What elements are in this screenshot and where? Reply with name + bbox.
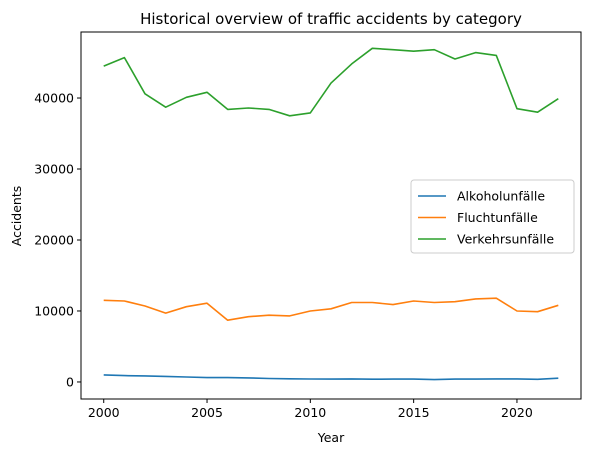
x-tick-label: 2000 [88,405,120,420]
y-tick-label: 0 [66,374,74,389]
chart-title: Historical overview of traffic accidents… [140,10,522,28]
x-tick-label: 2020 [501,405,533,420]
legend: Alkoholunfälle Fluchtunfälle Verkehrsunfäl… [410,179,575,254]
y-tick-label: 30000 [34,162,74,177]
legend-label: Fluchtunfälle [457,210,538,225]
x-tick-label: 2015 [398,405,430,420]
legend-label: Alkoholunfälle [457,189,545,204]
y-axis-label: Accidents [9,186,24,247]
y-axis: 0 10000 20000 30000 40000 [34,91,81,389]
series-line-1 [103,374,559,381]
y-tick-label: 20000 [34,232,74,247]
axes-frame [80,31,582,400]
x-tick-label: 2005 [191,405,223,420]
series-line-2 [103,297,559,322]
x-axis: 2000 2005 2010 2015 2020 [88,399,533,420]
plot-area [103,47,559,381]
legend-box [410,179,575,254]
series-line-3 [103,47,559,117]
x-tick-label: 2010 [294,405,326,420]
legend-label: Verkehrsunfälle [457,232,554,247]
x-axis-label: Year [317,430,345,445]
y-tick-label: 40000 [34,91,74,106]
y-tick-label: 10000 [34,303,74,318]
